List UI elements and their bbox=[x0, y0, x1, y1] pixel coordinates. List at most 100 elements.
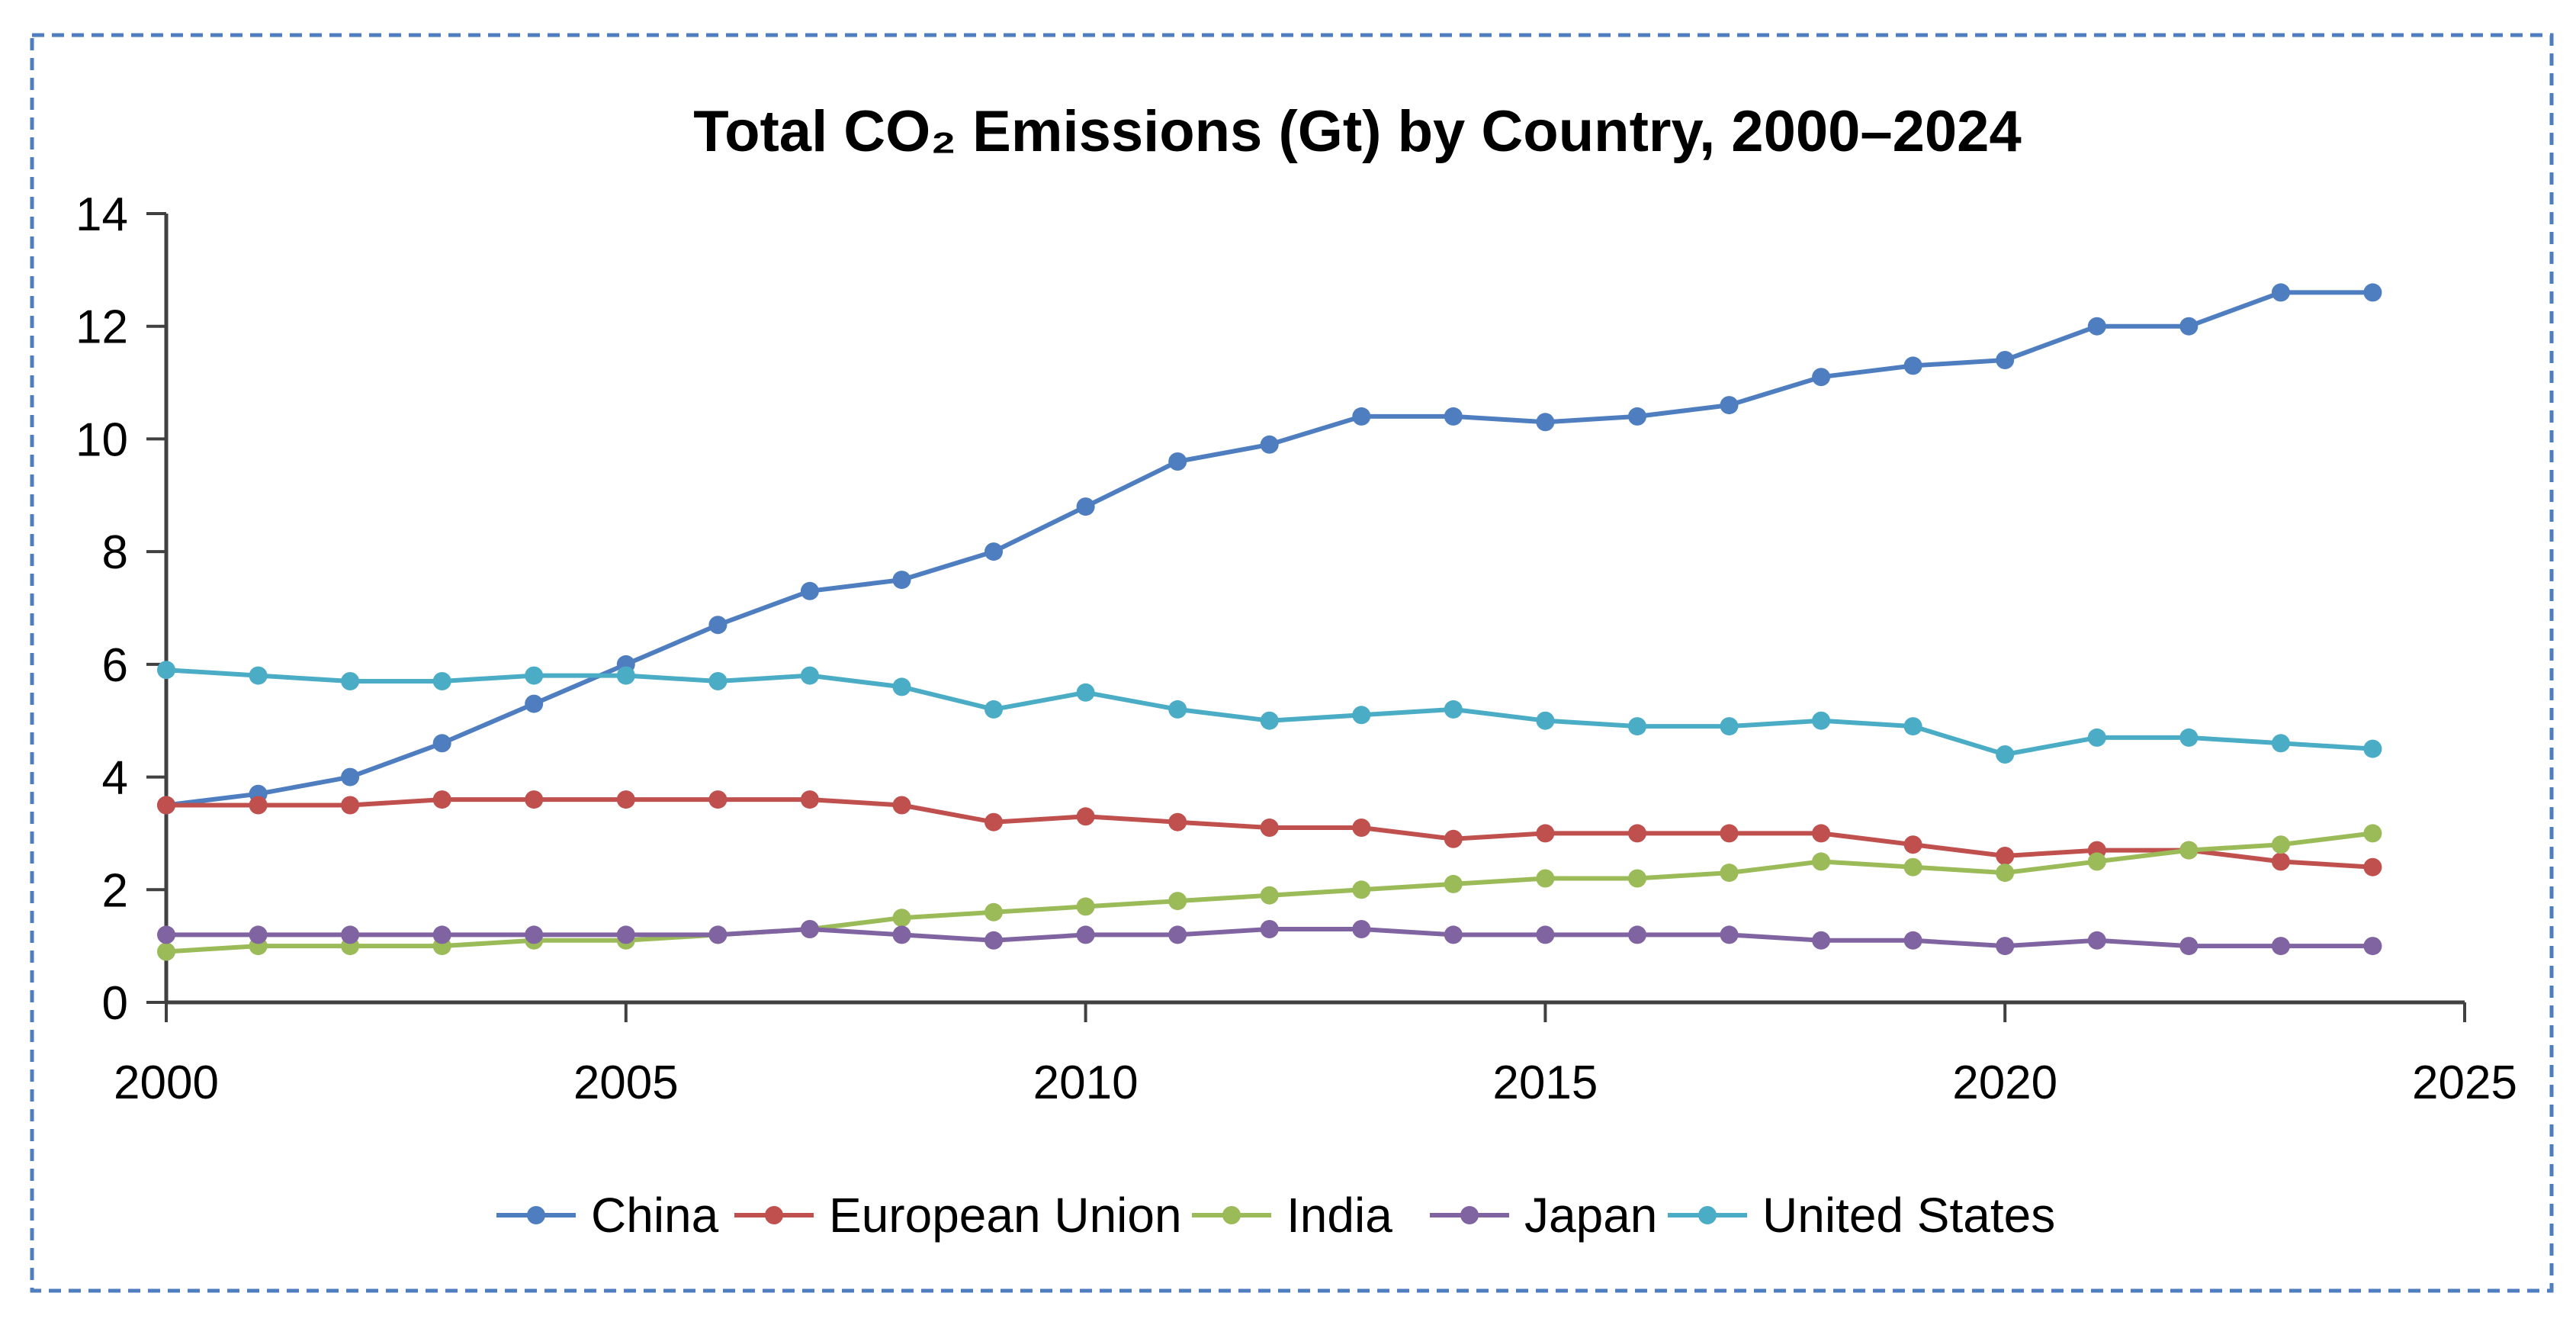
data-point-japan bbox=[2363, 937, 2382, 956]
data-point-japan bbox=[708, 925, 728, 944]
data-point-european-union bbox=[432, 790, 451, 809]
data-point-china bbox=[432, 734, 451, 753]
data-point-european-union bbox=[1076, 807, 1095, 826]
series-group bbox=[157, 283, 2382, 961]
data-point-japan bbox=[525, 925, 544, 944]
legend-swatch-marker bbox=[527, 1206, 545, 1224]
data-point-european-union bbox=[1168, 812, 1187, 831]
data-point-united-states bbox=[2087, 728, 2106, 747]
legend-swatch-marker bbox=[1222, 1206, 1241, 1224]
data-point-japan bbox=[892, 925, 911, 944]
data-point-european-union bbox=[1720, 824, 1739, 843]
data-point-india bbox=[2363, 824, 2382, 843]
y-tick-label: 6 bbox=[102, 639, 128, 692]
data-point-china bbox=[800, 581, 819, 600]
y-tick-label: 2 bbox=[102, 864, 128, 917]
data-point-china bbox=[1444, 407, 1463, 426]
data-point-india bbox=[1352, 880, 1371, 899]
data-point-india bbox=[1260, 886, 1279, 905]
data-point-japan bbox=[1168, 925, 1187, 944]
data-point-united-states bbox=[1720, 717, 1739, 736]
legend-label: Japan bbox=[1524, 1188, 1657, 1243]
data-point-india bbox=[1812, 852, 1831, 871]
data-point-china bbox=[1536, 413, 1555, 432]
data-point-united-states bbox=[432, 672, 451, 690]
data-point-india bbox=[1996, 864, 2015, 883]
x-tick-label: 2010 bbox=[1033, 1057, 1139, 1109]
data-point-european-union bbox=[984, 812, 1003, 831]
x-tick-label: 2000 bbox=[114, 1057, 219, 1109]
data-point-united-states bbox=[892, 677, 911, 696]
data-point-japan bbox=[1720, 925, 1739, 944]
data-point-japan bbox=[984, 931, 1003, 950]
legend-swatch-marker bbox=[765, 1206, 783, 1224]
data-point-european-union bbox=[2271, 852, 2290, 871]
chart-frame-border bbox=[30, 33, 2554, 1293]
data-point-india bbox=[1628, 869, 1646, 888]
data-point-european-union bbox=[1352, 819, 1371, 837]
data-point-india bbox=[1536, 869, 1555, 888]
data-point-european-union bbox=[525, 790, 544, 809]
x-tick-label: 2005 bbox=[573, 1057, 679, 1109]
data-point-european-union bbox=[249, 796, 268, 815]
x-tick-label: 2025 bbox=[2412, 1057, 2517, 1109]
data-point-united-states bbox=[1444, 700, 1463, 719]
data-point-china bbox=[892, 571, 911, 590]
legend-item-united-states: United States bbox=[1668, 1188, 2055, 1243]
data-point-european-union bbox=[1812, 824, 1831, 843]
data-point-japan bbox=[249, 925, 268, 944]
data-point-united-states bbox=[1628, 717, 1646, 736]
data-point-india bbox=[1903, 857, 1922, 877]
y-tick-label: 8 bbox=[102, 526, 128, 579]
data-point-european-union bbox=[1444, 829, 1463, 848]
data-point-china bbox=[984, 542, 1003, 561]
data-point-china bbox=[1996, 351, 2015, 369]
data-point-united-states bbox=[1260, 711, 1279, 730]
data-point-china bbox=[525, 694, 544, 713]
data-point-india bbox=[2179, 841, 2199, 860]
data-point-united-states bbox=[2271, 734, 2290, 753]
data-point-china bbox=[2179, 317, 2199, 336]
data-point-china bbox=[1628, 407, 1646, 426]
data-point-united-states bbox=[1996, 745, 2015, 764]
data-point-china bbox=[1168, 452, 1187, 471]
data-point-united-states bbox=[616, 666, 635, 685]
data-point-european-union bbox=[1260, 819, 1279, 837]
data-point-japan bbox=[1444, 925, 1463, 944]
legend-label: United States bbox=[1762, 1188, 2055, 1243]
data-point-united-states bbox=[984, 700, 1003, 719]
legend-item-india: India bbox=[1192, 1188, 1392, 1243]
data-point-european-union bbox=[616, 790, 635, 809]
data-point-european-union bbox=[800, 790, 819, 809]
legend-label: India bbox=[1286, 1188, 1392, 1243]
data-point-japan bbox=[157, 925, 175, 944]
data-point-india bbox=[157, 942, 175, 961]
data-point-european-union bbox=[2363, 857, 2382, 877]
legend: China European Union India Japan United Stat… bbox=[496, 1188, 2055, 1243]
data-point-india bbox=[1444, 874, 1463, 893]
data-point-european-union bbox=[1628, 824, 1646, 843]
data-point-united-states bbox=[1076, 683, 1095, 702]
data-point-china bbox=[1260, 435, 1279, 454]
data-point-european-union bbox=[1996, 847, 2015, 865]
y-tick-label: 14 bbox=[75, 188, 128, 241]
data-point-united-states bbox=[2179, 728, 2199, 747]
data-point-india bbox=[1720, 864, 1739, 883]
legend-label: China bbox=[591, 1188, 719, 1243]
data-point-china bbox=[1076, 497, 1095, 516]
data-point-japan bbox=[1812, 931, 1831, 950]
chart-title: Total CO₂ Emissions (Gt) by Country, 200… bbox=[693, 99, 2021, 164]
data-point-japan bbox=[341, 925, 360, 944]
data-point-japan bbox=[432, 925, 451, 944]
series-japan bbox=[157, 920, 2382, 956]
data-point-china bbox=[2271, 283, 2290, 302]
data-point-china bbox=[2087, 317, 2106, 336]
data-point-china bbox=[341, 767, 360, 786]
data-point-united-states bbox=[341, 672, 360, 690]
data-point-india bbox=[892, 909, 911, 928]
data-point-india bbox=[1168, 892, 1187, 911]
data-point-japan bbox=[1628, 925, 1646, 944]
data-point-united-states bbox=[1168, 700, 1187, 719]
